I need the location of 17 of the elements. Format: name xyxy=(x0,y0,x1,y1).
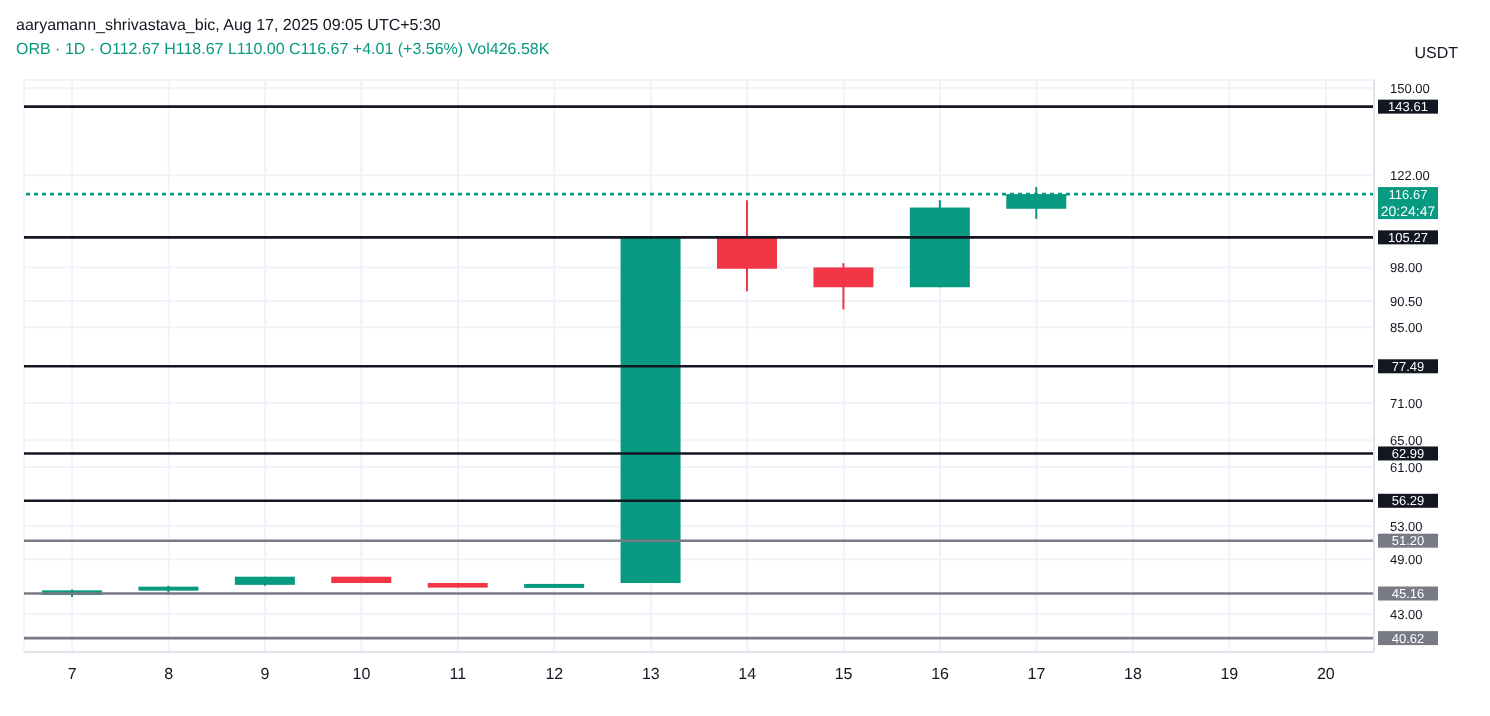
x-tick-label: 17 xyxy=(1027,665,1047,684)
x-tick-label: 12 xyxy=(545,665,565,684)
x-tick-label: 13 xyxy=(641,665,661,684)
x-tick-label: 8 xyxy=(164,665,175,684)
x-tick-label: 9 xyxy=(260,665,271,684)
chart-title: ORB · 1D · O112.67 H118.67 L110.00 C116.67 +4.01 (+3.56%) Vol426.58K xyxy=(16,40,550,58)
x-tick-label: 19 xyxy=(1220,665,1240,684)
x-tick-label: 14 xyxy=(738,665,758,684)
chart-subtitle: aaryamann_shrivastava_bic, Aug 17, 2025 09:05 UTC+5:30 xyxy=(16,16,443,38)
x-tick-label: 11 xyxy=(449,665,468,684)
x-tick-label: 20 xyxy=(1316,665,1336,684)
x-tick-label: 16 xyxy=(931,665,951,684)
x-tick-label: 10 xyxy=(352,665,372,684)
y-axis-title: USDT xyxy=(1414,44,1458,62)
x-tick-label: 15 xyxy=(834,665,854,684)
x-tick-label: 18 xyxy=(1124,665,1143,684)
x-tick-label: 7 xyxy=(67,665,78,684)
